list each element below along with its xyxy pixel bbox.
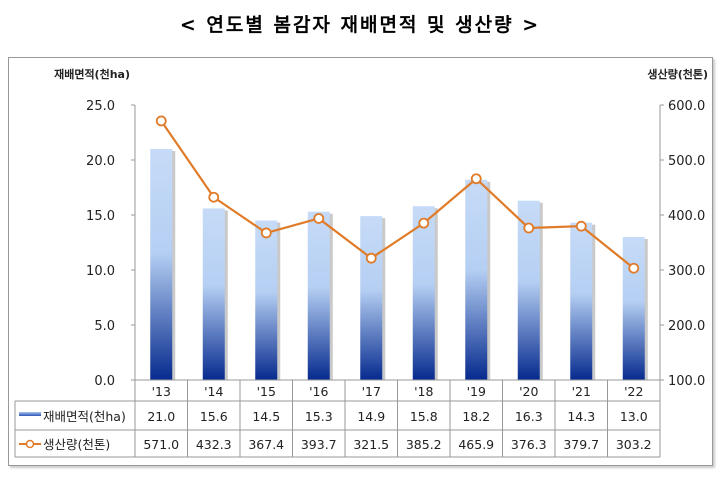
line-marker (313, 213, 325, 224)
line-marker (365, 252, 377, 264)
production-line (160, 120, 635, 270)
production-value: 571.0 (143, 437, 179, 452)
line-marker (418, 217, 430, 229)
area-value: 18.2 (462, 409, 490, 424)
legend-marker-icon (25, 439, 35, 449)
right-axis-title: 생산량(천톤) (647, 67, 708, 81)
left-tick-label: 0.0 (94, 374, 115, 389)
bar (360, 216, 383, 380)
area-value: 14.5 (252, 409, 280, 424)
area-value: 16.3 (515, 409, 543, 424)
area-value: 21.0 (147, 409, 175, 424)
category-label: '20 (519, 384, 538, 399)
production-value: 367.4 (248, 437, 284, 452)
left-tick-label: 20.0 (86, 154, 115, 169)
category-label: '17 (362, 384, 381, 399)
legend-production-label: 생산량(천톤) (43, 437, 110, 452)
production-value: 321.5 (353, 437, 389, 452)
bar (255, 220, 278, 380)
area-value: 15.6 (200, 409, 228, 424)
line-marker (208, 191, 220, 203)
right-tick-label: 200.0 (668, 319, 705, 334)
left-axis-title: 재배면적(천ha) (54, 67, 130, 81)
bar (517, 200, 540, 380)
chart-frame (8, 57, 713, 466)
bar (150, 149, 173, 380)
chart-title: < 연도별 봄감자 재배면적 및 생산량 > (179, 14, 541, 36)
category-label: '14 (204, 384, 223, 399)
right-tick-label: 400.0 (668, 209, 705, 224)
left-tick-label: 10.0 (86, 264, 115, 279)
right-tick-label: 500.0 (668, 154, 705, 169)
category-label: '21 (572, 384, 591, 399)
category-label: '18 (414, 384, 433, 399)
category-label: '15 (257, 384, 276, 399)
line-marker (523, 222, 535, 234)
bar (465, 179, 488, 380)
area-value: 15.3 (305, 409, 333, 424)
category-label: '22 (624, 384, 643, 399)
bar (202, 208, 225, 380)
bar (622, 237, 645, 380)
production-value: 385.2 (406, 437, 442, 452)
category-label: '16 (309, 384, 328, 399)
right-tick-label: 600.0 (668, 99, 705, 114)
area-value: 14.9 (357, 409, 385, 424)
production-value: 303.2 (616, 437, 652, 452)
production-value: 465.9 (458, 437, 494, 452)
right-tick-label: 300.0 (668, 264, 705, 279)
line-marker (628, 262, 640, 274)
production-value: 393.7 (301, 437, 337, 452)
bar (412, 206, 435, 380)
area-value: 14.3 (567, 409, 595, 424)
line-marker (155, 115, 167, 127)
line-marker (470, 173, 482, 185)
left-tick-label: 5.0 (94, 319, 115, 334)
bar (570, 222, 593, 380)
production-value: 376.3 (511, 437, 547, 452)
line-marker (575, 220, 587, 232)
line-marker (260, 227, 272, 239)
area-value: 13.0 (620, 409, 648, 424)
legend-bar-icon (19, 412, 41, 416)
production-value: 379.7 (563, 437, 599, 452)
bar (307, 211, 330, 380)
area-value: 15.8 (410, 409, 438, 424)
category-label: '13 (152, 384, 171, 399)
production-value: 432.3 (196, 437, 232, 452)
right-tick-label: 100.0 (668, 374, 705, 389)
legend-area-label: 재배면적(천ha) (43, 409, 126, 424)
left-tick-label: 15.0 (86, 209, 115, 224)
left-tick-label: 25.0 (86, 99, 115, 114)
category-label: '19 (467, 384, 486, 399)
